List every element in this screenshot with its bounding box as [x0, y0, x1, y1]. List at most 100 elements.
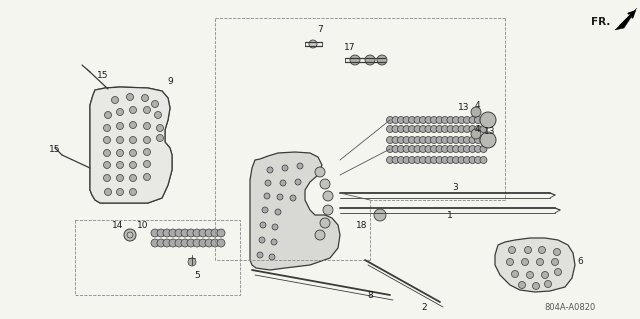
Circle shape: [157, 229, 165, 237]
Circle shape: [211, 239, 219, 247]
Circle shape: [392, 145, 399, 152]
Circle shape: [469, 137, 476, 144]
Polygon shape: [615, 8, 637, 30]
Circle shape: [469, 116, 476, 123]
Circle shape: [397, 145, 404, 152]
Circle shape: [116, 174, 124, 182]
Circle shape: [116, 161, 124, 168]
Circle shape: [377, 55, 387, 65]
Circle shape: [525, 247, 531, 254]
Circle shape: [431, 116, 438, 123]
Text: 15: 15: [49, 145, 61, 154]
Circle shape: [350, 55, 360, 65]
Text: 14: 14: [112, 220, 124, 229]
Circle shape: [271, 239, 277, 245]
Circle shape: [474, 157, 481, 164]
Text: 10: 10: [137, 220, 148, 229]
Circle shape: [205, 239, 213, 247]
Circle shape: [425, 116, 432, 123]
Circle shape: [414, 145, 421, 152]
Circle shape: [143, 149, 150, 155]
Circle shape: [442, 145, 449, 152]
Circle shape: [143, 174, 150, 181]
Circle shape: [290, 195, 296, 201]
Circle shape: [436, 116, 443, 123]
Text: 9: 9: [167, 78, 173, 86]
Text: 13: 13: [484, 128, 496, 137]
Circle shape: [143, 122, 150, 130]
Circle shape: [414, 125, 421, 132]
Circle shape: [141, 94, 148, 101]
Circle shape: [205, 229, 213, 237]
Circle shape: [518, 281, 525, 288]
Circle shape: [480, 145, 487, 152]
Circle shape: [365, 55, 375, 65]
Circle shape: [181, 229, 189, 237]
Circle shape: [452, 137, 460, 144]
Circle shape: [193, 239, 201, 247]
Text: 13: 13: [458, 102, 470, 112]
Circle shape: [452, 125, 460, 132]
Circle shape: [431, 145, 438, 152]
Circle shape: [143, 137, 150, 144]
Circle shape: [320, 179, 330, 189]
Circle shape: [392, 137, 399, 144]
Circle shape: [554, 249, 561, 256]
Circle shape: [425, 125, 432, 132]
Circle shape: [397, 137, 404, 144]
Circle shape: [463, 137, 470, 144]
Circle shape: [309, 40, 317, 48]
Circle shape: [199, 229, 207, 237]
Circle shape: [116, 137, 124, 144]
Circle shape: [392, 116, 399, 123]
Circle shape: [471, 129, 481, 139]
Circle shape: [471, 107, 481, 117]
Circle shape: [387, 145, 394, 152]
Circle shape: [408, 157, 415, 164]
Circle shape: [480, 132, 496, 148]
Circle shape: [474, 137, 481, 144]
Circle shape: [442, 157, 449, 164]
Circle shape: [403, 137, 410, 144]
Circle shape: [163, 229, 171, 237]
Circle shape: [447, 125, 454, 132]
Circle shape: [265, 180, 271, 186]
Circle shape: [116, 122, 124, 130]
Circle shape: [447, 116, 454, 123]
Circle shape: [408, 137, 415, 144]
Circle shape: [414, 157, 421, 164]
Text: FR.: FR.: [591, 17, 611, 27]
Circle shape: [199, 239, 207, 247]
Circle shape: [408, 145, 415, 152]
Circle shape: [403, 145, 410, 152]
Circle shape: [315, 167, 325, 177]
Circle shape: [143, 107, 150, 114]
Circle shape: [425, 157, 432, 164]
Circle shape: [408, 116, 415, 123]
Circle shape: [374, 209, 386, 221]
Circle shape: [511, 271, 518, 278]
Circle shape: [442, 116, 449, 123]
Circle shape: [277, 194, 283, 200]
Circle shape: [474, 116, 481, 123]
Circle shape: [452, 116, 460, 123]
Circle shape: [129, 137, 136, 144]
Circle shape: [116, 108, 124, 115]
Circle shape: [104, 189, 111, 196]
Circle shape: [506, 258, 513, 265]
Polygon shape: [250, 152, 340, 270]
Circle shape: [442, 125, 449, 132]
Circle shape: [447, 157, 454, 164]
Circle shape: [425, 137, 432, 144]
Circle shape: [463, 145, 470, 152]
Circle shape: [157, 135, 163, 142]
Text: 3: 3: [452, 182, 458, 191]
Circle shape: [257, 252, 263, 258]
Circle shape: [431, 137, 438, 144]
Text: 18: 18: [356, 220, 368, 229]
Circle shape: [419, 116, 426, 123]
Circle shape: [129, 161, 136, 168]
Circle shape: [143, 160, 150, 167]
Circle shape: [151, 239, 159, 247]
Circle shape: [282, 165, 288, 171]
